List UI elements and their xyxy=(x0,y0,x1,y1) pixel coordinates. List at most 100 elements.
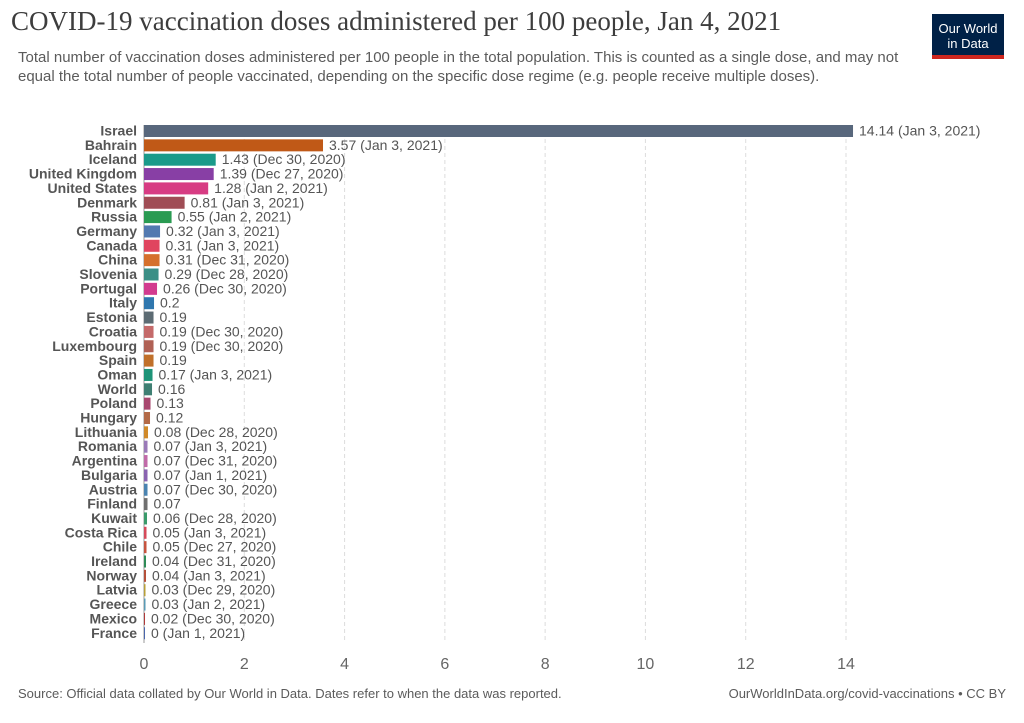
value-number: 0.04 xyxy=(152,567,179,583)
bar-row-iceland[interactable]: Iceland 1.43 (Dec 30, 2020) xyxy=(89,151,346,167)
bar[interactable] xyxy=(144,584,146,597)
bar-row-france[interactable]: France 0 (Jan 1, 2021) xyxy=(91,625,245,641)
bar-row-united-states[interactable]: United States 1.28 (Jan 2, 2021) xyxy=(48,180,328,196)
bar[interactable] xyxy=(144,440,148,453)
value-label: 1.39 (Dec 27, 2020) xyxy=(220,166,344,182)
bar-row-ireland[interactable]: Ireland 0.04 (Dec 31, 2020) xyxy=(91,553,276,569)
bar-row-portugal[interactable]: Portugal 0.26 (Dec 30, 2020) xyxy=(80,280,287,296)
bar-row-united-kingdom[interactable]: United Kingdom 1.39 (Dec 27, 2020) xyxy=(29,166,344,182)
bar[interactable] xyxy=(144,397,151,410)
bar-row-chile[interactable]: Chile 0.05 (Dec 27, 2020) xyxy=(103,539,277,555)
bar-row-germany[interactable]: Germany 0.32 (Jan 3, 2021) xyxy=(76,223,279,239)
bar[interactable] xyxy=(144,469,148,482)
bar[interactable] xyxy=(144,412,151,424)
bar-row-croatia[interactable]: Croatia 0.19 (Dec 30, 2020) xyxy=(89,323,284,339)
bar[interactable] xyxy=(144,354,154,367)
bar-row-world[interactable]: World 0.16 xyxy=(98,381,186,397)
bar[interactable] xyxy=(144,196,185,209)
bar[interactable] xyxy=(144,182,209,195)
bar[interactable] xyxy=(144,483,148,496)
bar-row-italy[interactable]: Italy 0.2 xyxy=(109,295,180,311)
bar[interactable] xyxy=(144,153,216,166)
date-open: ( xyxy=(181,481,190,497)
bar[interactable] xyxy=(144,612,146,625)
value-label: 0.19 (Dec 30, 2020) xyxy=(160,323,284,339)
bar[interactable] xyxy=(144,426,149,439)
bar[interactable] xyxy=(144,168,214,181)
bar[interactable] xyxy=(144,455,148,468)
country-label: Ireland xyxy=(91,553,137,569)
value-number: 0.19 xyxy=(160,323,187,339)
bar-row-denmark[interactable]: Denmark 0.81 (Jan 3, 2021) xyxy=(77,194,304,210)
date-close: ) xyxy=(260,596,265,612)
bar[interactable] xyxy=(144,225,161,238)
date-open: ( xyxy=(193,237,202,253)
bar-row-china[interactable]: China 0.31 (Dec 31, 2020) xyxy=(98,252,289,268)
date-close: ) xyxy=(273,453,278,469)
bar[interactable] xyxy=(144,211,172,224)
bar[interactable] xyxy=(144,268,159,281)
bar-row-costa-rica[interactable]: Costa Rica 0.05 (Jan 3, 2021) xyxy=(65,524,267,540)
bar-row-luxembourg[interactable]: Luxembourg 0.19 (Dec 30, 2020) xyxy=(52,338,283,354)
bar[interactable] xyxy=(144,282,158,295)
bar-row-poland[interactable]: Poland 0.13 xyxy=(90,395,184,411)
bar-row-romania[interactable]: Romania 0.07 (Jan 3, 2021) xyxy=(78,438,267,454)
country-label: Argentina xyxy=(72,453,138,469)
value-label: 0.07 (Dec 30, 2020) xyxy=(154,481,278,497)
value-date: Dec 28, 2020 xyxy=(190,424,273,440)
footer-url[interactable]: OurWorldInData.org/covid-vaccinations • … xyxy=(728,686,1006,701)
bar[interactable] xyxy=(144,368,153,381)
bar-row-oman[interactable]: Oman 0.17 (Jan 3, 2021) xyxy=(97,366,272,382)
bar[interactable] xyxy=(144,512,148,525)
bar-row-mexico[interactable]: Mexico 0.02 (Dec 30, 2020) xyxy=(90,610,275,626)
bar[interactable] xyxy=(144,383,153,396)
value-label: 0.05 (Dec 27, 2020) xyxy=(153,539,277,555)
bar-row-slovenia[interactable]: Slovenia 0.29 (Dec 28, 2020) xyxy=(79,266,288,282)
value-label: 0.19 xyxy=(160,352,187,368)
bar[interactable] xyxy=(144,498,148,511)
bar[interactable] xyxy=(144,125,854,137)
bar-row-latvia[interactable]: Latvia 0.03 (Dec 29, 2020) xyxy=(97,582,276,598)
bar-row-israel[interactable]: Israel 14.14 (Jan 3, 2021) xyxy=(100,123,980,139)
bar-row-russia[interactable]: Russia 0.55 (Jan 2, 2021) xyxy=(91,209,291,225)
bar-row-lithuania[interactable]: Lithuania 0.08 (Dec 28, 2020) xyxy=(75,424,278,440)
bar-row-greece[interactable]: Greece 0.03 (Jan 2, 2021) xyxy=(90,596,266,612)
bar[interactable] xyxy=(144,325,154,338)
date-open: ( xyxy=(193,223,202,239)
bar[interactable] xyxy=(144,541,147,554)
value-date: Jan 3, 2021 xyxy=(202,223,275,239)
bar[interactable] xyxy=(144,598,146,611)
date-close: ) xyxy=(339,166,344,182)
value-date: Dec 30, 2020 xyxy=(189,481,272,497)
bar[interactable] xyxy=(144,555,147,568)
bar-row-hungary[interactable]: Hungary 0.12 xyxy=(80,410,183,426)
bar[interactable] xyxy=(144,311,154,324)
bar-row-canada[interactable]: Canada 0.31 (Jan 3, 2021) xyxy=(86,237,279,253)
bar[interactable] xyxy=(144,297,155,310)
country-label: Norway xyxy=(86,567,137,583)
country-label: Luxembourg xyxy=(52,338,137,354)
bar-row-finland[interactable]: Finland 0.07 xyxy=(87,496,181,512)
bar-row-bulgaria[interactable]: Bulgaria 0.07 (Jan 1, 2021) xyxy=(81,467,267,483)
bar-row-bahrain[interactable]: Bahrain 3.57 (Jan 3, 2021) xyxy=(85,137,443,153)
value-label: 0.29 (Dec 28, 2020) xyxy=(165,266,289,282)
bar-row-estonia[interactable]: Estonia 0.19 xyxy=(86,309,187,325)
bar-row-spain[interactable]: Spain 0.19 xyxy=(99,352,187,368)
bar[interactable] xyxy=(144,139,324,152)
value-label: 14.14 (Jan 3, 2021) xyxy=(859,123,980,139)
owid-logo[interactable]: Our World in Data xyxy=(932,14,1004,59)
date-close: ) xyxy=(272,510,277,526)
bar[interactable] xyxy=(144,254,160,267)
date-open: ( xyxy=(180,510,189,526)
bar[interactable] xyxy=(144,569,147,582)
bar-row-argentina[interactable]: Argentina 0.07 (Dec 31, 2020) xyxy=(72,453,278,469)
bar[interactable] xyxy=(144,526,147,539)
bar[interactable] xyxy=(144,340,154,353)
date-close: ) xyxy=(270,610,275,626)
bar[interactable] xyxy=(144,627,145,640)
bar-row-austria[interactable]: Austria 0.07 (Dec 30, 2020) xyxy=(89,481,278,497)
bar-row-kuwait[interactable]: Kuwait 0.06 (Dec 28, 2020) xyxy=(91,510,277,526)
bar[interactable] xyxy=(144,239,160,252)
bar-row-norway[interactable]: Norway 0.04 (Jan 3, 2021) xyxy=(86,567,265,583)
country-label: Estonia xyxy=(86,309,137,325)
